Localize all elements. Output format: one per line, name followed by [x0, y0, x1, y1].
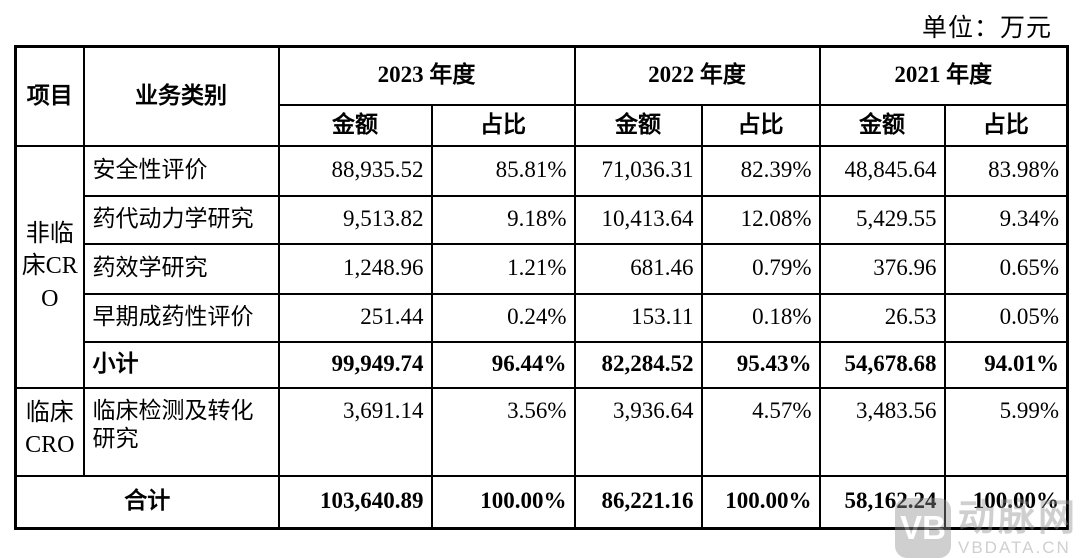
- cell-ratio-2021: 0.65%: [943, 242, 1069, 295]
- cell-category: 临床检测及转化研究: [82, 386, 280, 477]
- header-year-2022: 2022 年度: [573, 45, 821, 106]
- cell-ratio-2023: 96.44%: [430, 340, 576, 389]
- cell-amount-2021: 58,162.24: [818, 474, 946, 530]
- table-row: 药代动力学研究 9,513.82 9.18% 10,413.64 12.08% …: [16, 194, 1069, 245]
- cell-ratio-2023: 9.18%: [430, 194, 576, 245]
- header-year-2023: 2023 年度: [277, 45, 576, 106]
- cell-amount-2021: 5,429.55: [818, 194, 946, 245]
- cell-amount-2023: 3,691.14: [277, 386, 433, 477]
- cell-ratio-2021: 94.01%: [943, 340, 1069, 389]
- cell-ratio-2022: 95.43%: [700, 340, 821, 389]
- cell-ratio-2021: 83.98%: [943, 144, 1069, 197]
- cell-amount-2021: 26.53: [818, 292, 946, 343]
- cell-ratio-2021: 5.99%: [943, 386, 1069, 477]
- cell-ratio-2022: 0.18%: [700, 292, 821, 343]
- header-amount-2021: 金额: [818, 103, 946, 147]
- cell-ratio-2022: 82.39%: [700, 144, 821, 197]
- cell-ratio-2022: 100.00%: [700, 474, 821, 530]
- cell-ratio-2023: 1.21%: [430, 242, 576, 295]
- cell-amount-2023: 9,513.82: [277, 194, 433, 245]
- cell-amount-2023: 88,935.52: [277, 144, 433, 197]
- cell-subtotal-label: 小计: [82, 340, 280, 389]
- cell-amount-2023: 1,248.96: [277, 242, 433, 295]
- header-row-years: 项目 业务类别 2023 年度 2022 年度 2021 年度: [14, 45, 1069, 147]
- revenue-breakdown-table: 项目 业务类别 2023 年度 2022 年度 2021 年度 金额 占比 金额…: [14, 45, 1069, 530]
- header-ratio-2021: 占比: [943, 103, 1069, 147]
- cell-ratio-2022: 12.08%: [700, 194, 821, 245]
- cell-ratio-2023: 85.81%: [430, 144, 576, 197]
- cell-amount-2021: 376.96: [818, 242, 946, 295]
- cell-amount-2022: 681.46: [573, 242, 703, 295]
- cell-amount-2022: 86,221.16: [573, 474, 703, 530]
- cell-ratio-2021: 9.34%: [943, 194, 1069, 245]
- cell-amount-2021: 48,845.64: [818, 144, 946, 197]
- header-ratio-2023: 占比: [430, 103, 576, 147]
- cell-amount-2022: 71,036.31: [573, 144, 703, 197]
- cell-amount-2022: 3,936.64: [573, 386, 703, 477]
- header-year-2021: 2021 年度: [818, 45, 1069, 106]
- group-clinical-cro: 临床CRO: [14, 386, 85, 477]
- cell-ratio-2021: 100.00%: [943, 474, 1069, 530]
- table-row: 早期成药性评价 251.44 0.24% 153.11 0.18% 26.53 …: [16, 292, 1069, 343]
- header-row-sub: 金额 占比 金额 占比 金额 占比: [16, 103, 1069, 147]
- table-row: 非临床CRO 安全性评价 88,935.52 85.81% 71,036.31 …: [14, 144, 1069, 389]
- cell-amount-2022: 82,284.52: [573, 340, 703, 389]
- cell-amount-2023: 99,949.74: [277, 340, 433, 389]
- cell-ratio-2023: 0.24%: [430, 292, 576, 343]
- cell-amount-2022: 10,413.64: [573, 194, 703, 245]
- group-nonclinical-cro: 非临床CRO: [14, 144, 85, 389]
- unit-label: 单位：万元: [921, 15, 1052, 42]
- cell-ratio-2023: 3.56%: [430, 386, 576, 477]
- header-ratio-2022: 占比: [700, 103, 821, 147]
- subtotal-row: 小计 99,949.74 96.44% 82,284.52 95.43% 54,…: [16, 340, 1069, 389]
- table-row: 药效学研究 1,248.96 1.21% 681.46 0.79% 376.96…: [16, 242, 1069, 295]
- cell-ratio-2022: 0.79%: [700, 242, 821, 295]
- cell-amount-2022: 153.11: [573, 292, 703, 343]
- cell-category: 早期成药性评价: [82, 292, 280, 343]
- cell-category: 安全性评价: [82, 144, 280, 197]
- cell-ratio-2021: 0.05%: [943, 292, 1069, 343]
- cell-amount-2023: 103,640.89: [277, 474, 433, 530]
- cell-ratio-2022: 4.57%: [700, 386, 821, 477]
- table-row: 临床CRO 临床检测及转化研究 3,691.14 3.56% 3,936.64 …: [14, 386, 1069, 477]
- cell-amount-2021: 3,483.56: [818, 386, 946, 477]
- header-item: 项目: [14, 45, 85, 147]
- header-category: 业务类别: [82, 45, 280, 147]
- header-amount-2022: 金额: [573, 103, 703, 147]
- header-amount-2023: 金额: [277, 103, 433, 147]
- cell-amount-2021: 54,678.68: [818, 340, 946, 389]
- cell-total-label: 合计: [14, 474, 280, 530]
- cell-ratio-2023: 100.00%: [430, 474, 576, 530]
- cell-category: 药代动力学研究: [82, 194, 280, 245]
- total-row: 合计 103,640.89 100.00% 86,221.16 100.00% …: [14, 474, 1069, 530]
- cell-amount-2023: 251.44: [277, 292, 433, 343]
- cell-category: 药效学研究: [82, 242, 280, 295]
- watermark-site: VBDATA.CN: [958, 537, 1071, 557]
